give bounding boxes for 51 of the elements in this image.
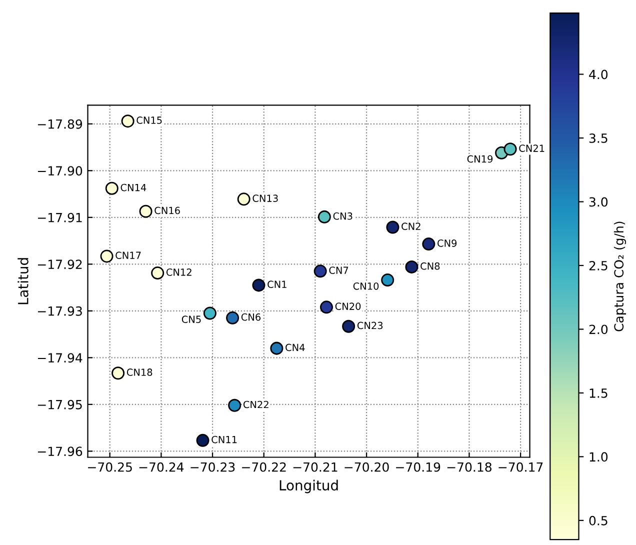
y-tick-label: −17.93 <box>38 306 82 316</box>
annotation: CN17 <box>116 252 141 260</box>
annotation: CN9 <box>438 240 457 247</box>
x-tick-label: −70.19 <box>396 462 440 472</box>
annotation: CN5 <box>182 316 201 324</box>
y-tick-label: −17.91 <box>38 212 82 222</box>
x-tick-label: −70.20 <box>344 462 389 472</box>
y-tick-label: −17.95 <box>38 400 82 410</box>
x-tick-label: −70.24 <box>139 462 184 472</box>
annotation: CN18 <box>126 368 152 376</box>
annotation: CN1 <box>268 280 286 288</box>
annotation: CN16 <box>154 206 180 214</box>
color-bar-label: 3.0 <box>589 197 608 207</box>
y-tick-label: −17.94 <box>38 353 82 363</box>
annotation: CN15 <box>136 116 162 124</box>
color-bar-label: 2.0 <box>589 324 608 334</box>
annotation: CN7 <box>329 266 348 274</box>
annotation: CN21 <box>519 144 544 152</box>
annotation: CN19 <box>467 155 493 163</box>
x-axis-title: Longitud <box>280 480 338 494</box>
x-tick-label: −70.17 <box>498 462 543 472</box>
annotation: CN8 <box>420 262 440 270</box>
annotation: CN10 <box>353 282 379 290</box>
x-tick-label: −70.22 <box>242 462 286 472</box>
y-axis-title: Latitud <box>18 258 28 304</box>
x-tick-label: −70.25 <box>88 462 132 472</box>
y-tick-label: −17.92 <box>38 260 82 270</box>
color-bar-label: 1.0 <box>590 452 608 462</box>
color-bar-label: 3.5 <box>589 133 608 143</box>
color-bar-label: 4.0 <box>589 70 608 80</box>
color-bar-label: 0.5 <box>589 516 608 526</box>
annotation: CN6 <box>241 313 261 321</box>
annotation: CN4 <box>286 344 305 352</box>
annotation: CN22 <box>243 400 268 408</box>
annotation: CN2 <box>402 222 420 230</box>
annotation: CN23 <box>357 322 383 330</box>
x-tick-label: −70.18 <box>447 462 492 472</box>
y-tick-label: −17.90 <box>38 166 82 176</box>
annotation: CN3 <box>333 212 352 220</box>
x-tick-label: −70.23 <box>190 462 235 472</box>
annotation: CN11 <box>212 436 237 444</box>
x-tick-label: −70.21 <box>293 462 338 472</box>
y-tick-label: −17.96 <box>38 446 82 456</box>
annotation: CN20 <box>335 302 361 310</box>
annotation: CN14 <box>120 184 146 192</box>
annotation: CN13 <box>252 194 278 202</box>
y-tick-label: −17.89 <box>38 119 82 129</box>
annotation: CN12 <box>166 268 192 276</box>
color-bar-label: 1.5 <box>590 388 608 398</box>
color-bar-title: Captura CO₂ (g/h) <box>614 222 626 332</box>
color-bar-label: 2.5 <box>589 260 608 270</box>
